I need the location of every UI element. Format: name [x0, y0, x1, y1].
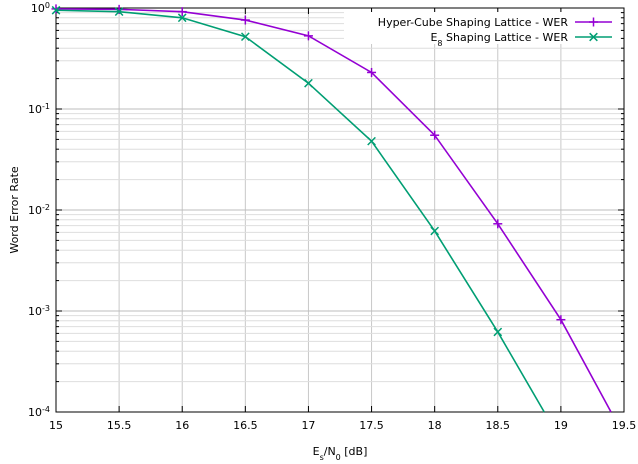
x-tick-label: 16.5: [233, 419, 258, 432]
series-2: [51, 5, 545, 413]
y-tick-labels: 100 10-1 10-2 10-3 10-4: [28, 1, 50, 420]
cross-marker-stroke: [304, 78, 313, 88]
cross-marker-stroke: [367, 136, 376, 146]
x-axis-title: Es/N0 [dB]: [313, 445, 368, 462]
x-tick-label: 15.5: [107, 419, 132, 432]
x-tick-label: 18.5: [486, 419, 511, 432]
cross-marker-stroke: [240, 32, 250, 42]
data-point: [493, 327, 503, 337]
legend-marker: [589, 17, 598, 27]
data-point: [303, 31, 313, 41]
legend-marker: [589, 32, 598, 42]
cross-marker-stroke: [51, 5, 61, 15]
data-point: [556, 315, 566, 325]
cross-marker-stroke: [430, 226, 440, 236]
y-axis-title: Word Error Rate: [8, 166, 21, 254]
series-line: [55, 8, 612, 413]
legend-label: Hyper-Cube Shaping Lattice - WER: [378, 16, 569, 29]
cross-marker-stroke: [114, 7, 124, 17]
data-point: [51, 5, 61, 15]
data-point: [430, 226, 440, 236]
cross-marker-stroke: [493, 327, 503, 337]
data-point: [240, 15, 250, 25]
data-point: [304, 78, 313, 88]
legend-background: [344, 12, 620, 44]
y-tick-label: 10-3: [28, 304, 50, 319]
data-point: [177, 7, 187, 17]
cross-marker-stroke: [177, 13, 187, 23]
y-tick-label: 100: [31, 1, 50, 16]
x-tick-label: 17.5: [359, 419, 384, 432]
x-tick-labels: 15 15.5 16 16.5 17 17.5 18 18.5 19 19.5: [49, 419, 636, 432]
x-tick-label: 18: [428, 419, 442, 432]
data-point: [493, 219, 503, 229]
cross-marker-stroke: [589, 32, 598, 42]
series-layer: [51, 4, 612, 413]
data-point: [240, 32, 250, 42]
y-tick-label: 10-1: [28, 102, 50, 117]
series-1: [51, 4, 612, 413]
x-tick-label: 15: [49, 419, 63, 432]
x-tick-label: 19: [554, 419, 568, 432]
legend: Hyper-Cube Shaping Lattice - WER E8 Shapi…: [344, 12, 620, 48]
data-point: [430, 130, 440, 140]
data-point: [367, 67, 377, 77]
data-point: [177, 13, 187, 23]
x-tick-label: 17: [301, 419, 315, 432]
y-tick-label: 10-2: [28, 203, 50, 218]
data-point: [114, 7, 124, 17]
legend-label: E8 Shaping Lattice - WER: [430, 31, 568, 48]
y-tick-label: 10-4: [28, 405, 50, 420]
data-point: [51, 4, 61, 14]
grid: [56, 8, 624, 412]
series-line: [55, 9, 545, 413]
data-point: [367, 136, 376, 146]
x-tick-label: 19.5: [612, 419, 637, 432]
x-tick-label: 16: [175, 419, 189, 432]
